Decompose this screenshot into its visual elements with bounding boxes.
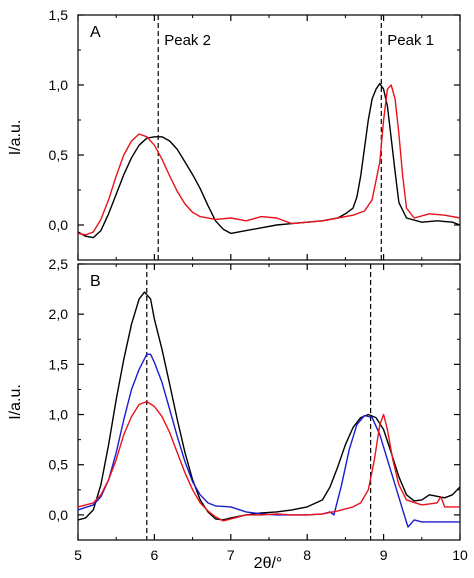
- y-axis-title-a: I/a.u.: [7, 120, 24, 156]
- y-tick-label-b: 0,0: [49, 507, 69, 523]
- peak-annotation: Peak 1: [387, 32, 434, 49]
- series-line-a-0: [77, 82, 461, 239]
- y-tick-label-b: 1,0: [49, 407, 69, 423]
- series-line-b-2: [77, 400, 460, 522]
- y-tick-label-a: 0,0: [49, 217, 69, 233]
- y-tick-label-b: 1,5: [49, 356, 69, 372]
- series-line-a-1: [77, 84, 461, 236]
- x-tick-label: 10: [452, 547, 468, 563]
- panel-label-b: B: [90, 273, 101, 290]
- series-line-b-0: [77, 291, 461, 521]
- y-tick-label-b: 0,5: [49, 457, 69, 473]
- x-tick-label: 5: [74, 547, 82, 563]
- peak-annotation: Peak 2: [164, 32, 211, 49]
- x-tick-label: 8: [303, 547, 311, 563]
- x-axis-title: 2θ/°: [254, 555, 283, 572]
- series-line-b-1: [77, 353, 460, 528]
- panel-a: 0,0 0,5 1,0 1,5 I/a.u. A Peak 2 Peak 1: [7, 7, 461, 261]
- panel-label-a: A: [90, 24, 101, 41]
- y-tick-label-b: 2,0: [49, 306, 69, 322]
- x-tick-label: 7: [227, 547, 235, 563]
- y-tick-label-b: 2,5: [49, 256, 69, 272]
- y-tick-label-a: 1,0: [49, 77, 69, 93]
- y-tick-label-a: 0,5: [49, 147, 69, 163]
- x-tick-label: 9: [380, 547, 388, 563]
- plot-frame-b: [77, 263, 461, 541]
- panel-b: 0,0 0,5 1,0 1,5 2,0 2,5 5 6 7 8 9 10 I/a.u. B: [7, 256, 468, 563]
- y-tick-label-a: 1,5: [49, 7, 69, 23]
- x-tick-label: 6: [151, 547, 159, 563]
- y-axis-title-b: I/a.u.: [7, 384, 24, 420]
